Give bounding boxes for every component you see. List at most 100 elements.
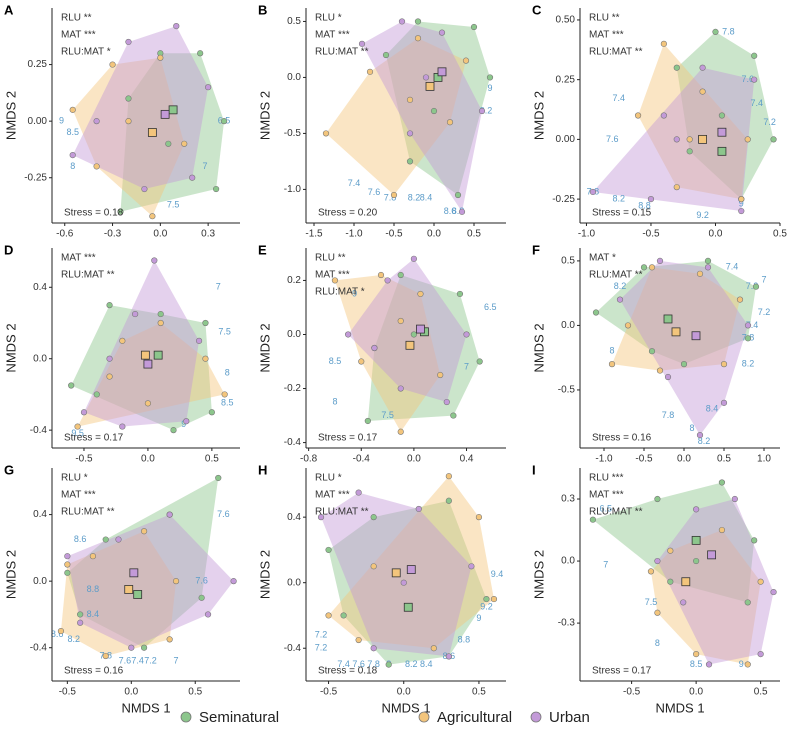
y-tick-label: -0.5 [558, 385, 576, 396]
contour-label: 8.4 [706, 404, 719, 414]
point [215, 474, 222, 482]
point [157, 54, 164, 61]
point [325, 612, 332, 619]
contour-label: 9 [181, 419, 186, 429]
centroid [663, 314, 673, 324]
contour-label: 7 [174, 655, 179, 665]
point [410, 331, 417, 338]
contour-label: 8.2 [698, 436, 711, 446]
x-tick-label: 0.4 [460, 454, 474, 465]
point [744, 661, 751, 668]
stat-label: RLU *** [589, 473, 624, 484]
hull [348, 258, 467, 403]
point [686, 148, 693, 155]
point [673, 136, 680, 143]
point [370, 645, 377, 652]
hull [67, 514, 234, 648]
point [693, 651, 700, 658]
point [667, 578, 674, 585]
contour-label: 8.6 [444, 206, 457, 216]
point [358, 358, 365, 365]
hull [72, 57, 185, 217]
hull [328, 476, 494, 649]
centroid [425, 81, 435, 91]
point [757, 578, 764, 585]
panel: F7.47.277.27.47.88.28.287.888.48.2-1.0-0… [531, 242, 780, 465]
y-tick-label: -0.5 [284, 128, 302, 139]
legend-label: Agricultural [437, 709, 512, 726]
point [589, 516, 597, 523]
contour-label: 7.8 [384, 193, 397, 203]
y-tick-label: 0.0 [287, 577, 301, 588]
point [704, 264, 712, 271]
contour-label: 7.5 [645, 597, 658, 607]
stat-label: RLU:MAT * [61, 47, 111, 58]
point [230, 578, 237, 585]
hull [650, 530, 761, 665]
contour-label: 7 [202, 161, 207, 171]
point [648, 348, 656, 355]
point [149, 213, 156, 220]
centroid [416, 324, 425, 334]
point [696, 431, 704, 439]
point [770, 588, 777, 596]
contour-label: 8 [655, 638, 660, 648]
point [738, 196, 745, 203]
panel: D 7 7.5 8 8.5 9 9.5 -0.5 0.0 0.5 -0.4 0.0 0.4 MAT ***… [3, 242, 240, 465]
point [656, 367, 664, 374]
contour-label: 8.4 [420, 659, 433, 669]
point [151, 257, 158, 264]
point [221, 391, 228, 398]
point [462, 57, 470, 64]
y-axis-label: NMDS 2 [531, 323, 546, 372]
x-tick-label: 0.0 [124, 687, 138, 698]
point [422, 74, 430, 81]
y-tick-label: 0.0 [561, 320, 575, 331]
point [345, 331, 352, 338]
x-tick-label: -0.5 [642, 229, 660, 240]
point [366, 68, 374, 75]
hull [120, 53, 225, 212]
contour-label: 7.2 [315, 629, 328, 639]
point [125, 95, 132, 102]
point [198, 594, 205, 601]
x-tick-label: -0.3 [104, 229, 122, 240]
point [660, 40, 667, 47]
stat-label: RLU:MAT ** [61, 507, 115, 518]
point [718, 479, 726, 486]
point [128, 644, 135, 651]
y-tick-label: -0.25 [24, 172, 47, 183]
centroid [691, 331, 701, 341]
point [463, 331, 470, 338]
x-tick-label: 0.5 [188, 687, 202, 698]
y-tick-label: 0.0 [287, 329, 301, 340]
contour-label: 6.5 [484, 302, 497, 312]
contour-label: 9 [352, 288, 357, 298]
contour-label: 8.2 [742, 359, 755, 369]
point [89, 553, 97, 560]
contour-label: 6.5 [600, 504, 613, 514]
point [157, 319, 164, 327]
point [693, 557, 700, 565]
x-tick-label: -1.5 [305, 229, 323, 240]
point [454, 191, 462, 199]
point [398, 18, 406, 25]
contour-label: 7.5 [218, 326, 231, 336]
stat-label: RLU * [61, 473, 88, 484]
stat-label: RLU * [315, 13, 342, 24]
hull [334, 275, 441, 432]
hull [620, 260, 748, 436]
centroid [153, 350, 163, 360]
point [718, 112, 726, 119]
y-tick-label: -0.3 [558, 618, 576, 629]
y-axis-label: NMDS 2 [3, 550, 18, 599]
point [589, 188, 597, 196]
point [317, 514, 325, 521]
centroid [406, 565, 416, 574]
point [140, 644, 148, 651]
point [483, 595, 490, 603]
contour-label: 8.5 [221, 398, 234, 408]
point [406, 158, 414, 165]
point [172, 578, 180, 585]
panel: H7.27.27.47.67.888.28.48.68.899.29.4-0.5… [257, 462, 506, 715]
